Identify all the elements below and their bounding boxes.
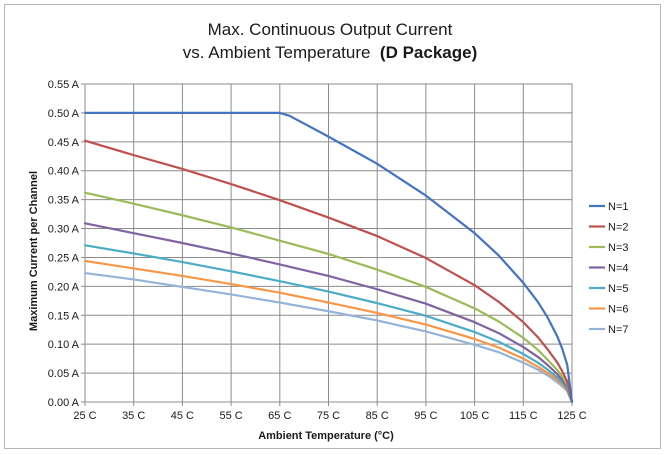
- line-chart: Max. Continuous Output Current vs. Ambie…: [28, 20, 629, 442]
- y-tick-label: 0.55 A: [48, 79, 80, 91]
- x-tick-label: 125 C: [557, 410, 586, 422]
- series-line-n-1: [83, 111, 574, 404]
- x-tick-label: 85 C: [366, 410, 389, 422]
- series-line-n-5: [83, 244, 574, 404]
- x-tick-label: 55 C: [219, 410, 242, 422]
- x-tick-label: 35 C: [122, 410, 145, 422]
- x-tick-label: 25 C: [73, 410, 96, 422]
- y-axis-label: Maximum Current per Channel: [28, 171, 40, 331]
- x-tick-label: 75 C: [317, 410, 340, 422]
- series-line-n-7: [83, 271, 574, 404]
- series-line-n-6: [83, 259, 574, 404]
- x-tick-label: 65 C: [268, 410, 291, 422]
- x-tick-label: 105 C: [460, 410, 489, 422]
- y-tick-label: 0.05 A: [48, 368, 80, 380]
- legend-label-n-1: N=1: [608, 201, 629, 213]
- chart-title-line1: Max. Continuous Output Current: [208, 20, 453, 39]
- x-axis-ticks: 25 C 35 C 45 C 55 C 65 C 75 C 85 C 95 C 105 C 115…: [73, 402, 587, 422]
- legend-label-n-6: N=6: [608, 304, 629, 316]
- y-tick-label: 0.10 A: [48, 339, 80, 351]
- y-tick-label: 0.50 A: [48, 108, 80, 120]
- legend-label-n-7: N=7: [608, 324, 629, 336]
- chart-title-line2-bold: (D Package): [380, 43, 477, 62]
- chart-title-line2: vs. Ambient Temperature (D Package): [183, 43, 478, 62]
- grid: [84, 83, 573, 403]
- y-tick-label: 0.40 A: [48, 166, 80, 178]
- x-axis-label: Ambient Temperature (°C): [258, 430, 394, 442]
- series-line-n-3: [83, 191, 574, 404]
- x-tick-label: 95 C: [414, 410, 437, 422]
- legend-label-n-3: N=3: [608, 242, 629, 254]
- legend: N=1 N=2 N=3 N=4 N=5 N=6 N=7: [589, 201, 629, 336]
- series-lines: [83, 111, 574, 404]
- chart-frame: Max. Continuous Output Current vs. Ambie…: [4, 4, 661, 449]
- chart-title-line2-regular: vs. Ambient Temperature: [183, 43, 380, 62]
- x-tick-label: 45 C: [171, 410, 194, 422]
- y-tick-label: 0.45 A: [48, 137, 80, 149]
- y-axis-ticks: 0.00 A 0.05 A 0.10 A 0.15 A 0.20 A 0.25 A 0.30…: [48, 79, 85, 409]
- series-line-n-2: [83, 139, 574, 404]
- legend-label-n-5: N=5: [608, 283, 629, 295]
- y-tick-label: 0.25 A: [48, 252, 80, 264]
- y-tick-label: 0.20 A: [48, 281, 80, 293]
- legend-label-n-4: N=4: [608, 263, 629, 275]
- x-tick-label: 115 C: [509, 410, 538, 422]
- series-line-n-4: [83, 222, 574, 404]
- y-tick-label: 0.35 A: [48, 195, 80, 207]
- y-tick-label: 0.00 A: [48, 397, 80, 409]
- y-tick-label: 0.30 A: [48, 224, 80, 236]
- y-tick-label: 0.15 A: [48, 310, 80, 322]
- legend-label-n-2: N=2: [608, 222, 629, 234]
